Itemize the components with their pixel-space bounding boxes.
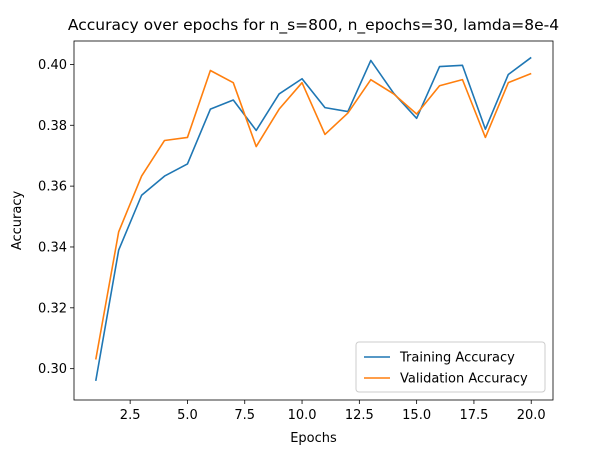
series-line-validation (94, 69, 532, 360)
chart-title: Accuracy over epochs for n_s=800, n_epoc… (68, 16, 559, 35)
y-tick-label: 0.38 (38, 119, 67, 134)
x-tick-label: 10.0 (288, 408, 317, 423)
y-tick-label: 0.34 (38, 240, 67, 255)
legend-box (355, 341, 546, 393)
x-tick-label: 7.5 (234, 408, 255, 423)
x-axis-label: Epochs (290, 431, 337, 446)
x-tick-label: 5.0 (177, 408, 198, 423)
x-tick-label: 20.0 (517, 408, 546, 423)
x-tick-label: 17.5 (459, 408, 488, 423)
y-axis-label: Accuracy (10, 191, 25, 251)
plot-frame (73, 40, 554, 401)
plot-layer (94, 56, 532, 381)
legend: Training Accuracy Validation Accuracy (355, 341, 546, 393)
series-line-training (94, 56, 532, 381)
y-axis: 0.30 0.32 0.34 0.36 0.38 0.40 (38, 58, 74, 377)
x-tick-label: 2.5 (120, 408, 141, 423)
y-tick-label: 0.30 (38, 362, 67, 377)
x-tick-label: 15.0 (402, 408, 431, 423)
x-tick-label: 12.5 (345, 408, 374, 423)
y-tick-label: 0.36 (38, 180, 67, 195)
x-axis: 2.5 5.0 7.5 10.0 12.5 15.0 17.5 20.0 (120, 400, 546, 423)
legend-entry: Validation Accuracy (400, 372, 528, 387)
y-tick-label: 0.32 (38, 301, 67, 316)
legend-entry: Training Accuracy (399, 351, 515, 366)
y-tick-label: 0.40 (38, 58, 67, 73)
